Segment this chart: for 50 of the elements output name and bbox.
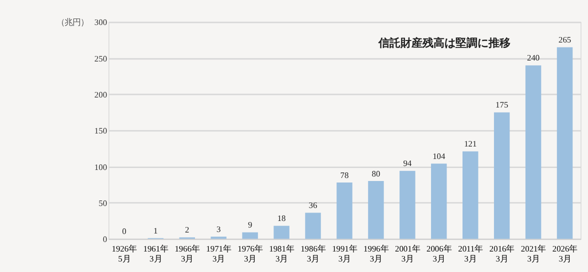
x-tick-label: 2026年 3月 <box>552 244 578 264</box>
y-tick-label: 0 <box>102 235 108 244</box>
data-label: 36 <box>308 201 318 210</box>
bar <box>336 182 352 239</box>
annotation: 信託財産残高は堅調に推移 <box>377 36 510 50</box>
bar <box>431 164 447 239</box>
x-tick-label: 1981年 3月 <box>269 244 294 264</box>
y-tick-label: 50 <box>98 198 108 208</box>
x-tick-label: 2001年 3月 <box>395 244 420 264</box>
data-label: 3 <box>216 224 221 234</box>
y-tick-label: 100 <box>94 162 108 172</box>
x-tick-label: 2021年 3月 <box>520 244 546 264</box>
y-tick-label: 150 <box>94 126 108 136</box>
bar <box>556 47 573 239</box>
data-label: 175 <box>496 100 508 110</box>
data-label: 18 <box>277 214 286 224</box>
x-tick-label: 2011年 3月 <box>458 244 483 264</box>
data-label: 104 <box>432 152 446 161</box>
y-tick-label: 250 <box>94 54 108 64</box>
data-label: 121 <box>464 140 477 149</box>
data-label: 9 <box>248 220 252 230</box>
data-label: 2 <box>185 226 190 235</box>
bar <box>305 212 321 239</box>
bar <box>462 151 478 239</box>
data-label: 240 <box>527 54 540 63</box>
x-tick-label: 2006年 3月 <box>426 244 452 264</box>
bar <box>494 112 510 239</box>
x-tick-label: 1926年 5月 <box>112 244 137 264</box>
bar <box>274 226 290 239</box>
x-tick-label: 1991年 3月 <box>332 244 357 264</box>
bar <box>368 180 384 239</box>
bar <box>525 65 542 239</box>
y-tick-label: 200 <box>94 90 108 100</box>
x-tick-label: 1986年 3月 <box>300 244 326 264</box>
data-label: 80 <box>372 169 380 178</box>
data-label: 0 <box>122 227 126 236</box>
x-tick-label: 1961年 3月 <box>143 244 168 264</box>
data-label: 78 <box>340 170 349 180</box>
x-tick-label: 1976年 3月 <box>238 244 262 264</box>
x-tick-label: 1966年 3月 <box>174 244 200 264</box>
y-tick-label: 300 <box>94 18 108 28</box>
data-label: 265 <box>558 36 572 45</box>
x-tick-label: 2016年 3月 <box>489 244 514 264</box>
x-tick-label: 1971年 3月 <box>206 244 231 264</box>
data-label: 1 <box>154 226 158 236</box>
y-axis-title: （兆円） <box>56 18 88 28</box>
bar <box>400 170 416 239</box>
bar <box>242 232 258 239</box>
x-tick-label: 1996年 3月 <box>364 244 388 264</box>
data-label: 94 <box>403 159 412 168</box>
